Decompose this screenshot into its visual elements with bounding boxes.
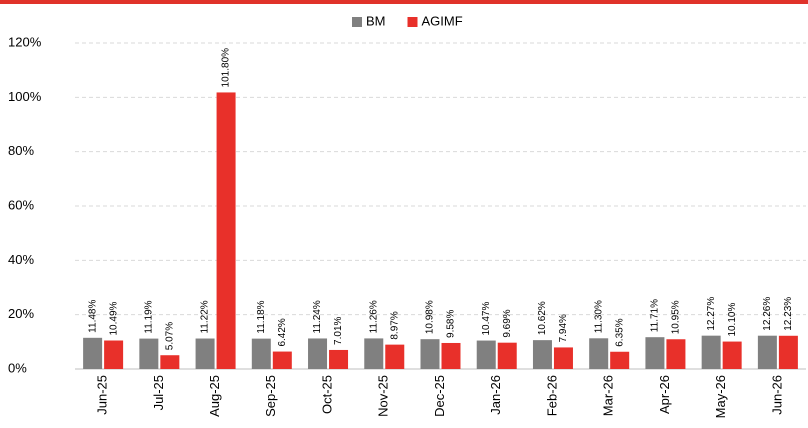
data-label: 11.18% <box>256 300 267 333</box>
data-label: 12.27% <box>706 297 717 331</box>
data-label: 6.42% <box>277 318 288 346</box>
legend-label: AGIMF <box>422 13 463 28</box>
bar <box>83 337 103 369</box>
y-tick-label: 100% <box>8 89 42 104</box>
bar <box>778 335 798 369</box>
top-band <box>0 0 808 4</box>
data-label: 10.98% <box>425 300 436 334</box>
data-label: 11.24% <box>312 300 323 333</box>
data-label: 7.94% <box>558 314 569 342</box>
data-label: 101.80% <box>221 48 232 88</box>
x-tick-label: Dec-25 <box>432 375 447 417</box>
data-label: 9.69% <box>502 309 513 337</box>
x-tick-label: Oct-25 <box>319 375 334 414</box>
y-tick-label: 60% <box>8 197 34 212</box>
bar <box>160 355 180 369</box>
data-label: 5.07% <box>164 322 175 350</box>
data-label: 11.19% <box>143 300 154 333</box>
x-tick-label: Jan-26 <box>488 375 503 415</box>
legend-label: BM <box>366 13 386 28</box>
y-tick-label: 0% <box>8 360 27 375</box>
bar <box>329 349 349 369</box>
bar <box>497 342 517 369</box>
data-label: 10.62% <box>537 301 548 335</box>
bar <box>610 351 630 369</box>
data-label: 11.48% <box>87 300 98 333</box>
bar <box>420 339 440 369</box>
data-label: 10.95% <box>671 300 682 334</box>
bar <box>666 339 686 369</box>
data-label: 11.30% <box>593 300 604 333</box>
bar <box>364 338 384 369</box>
x-tick-label: Jun-26 <box>769 375 784 415</box>
bar <box>722 341 742 369</box>
data-label: 10.10% <box>727 303 738 337</box>
x-tick-label: Mar-26 <box>601 375 616 416</box>
data-label: 8.97% <box>389 311 400 339</box>
data-label: 12.26% <box>762 297 773 331</box>
bar <box>532 340 552 369</box>
y-tick-label: 80% <box>8 143 34 158</box>
data-label: 7.01% <box>333 316 344 344</box>
bar <box>385 344 405 369</box>
y-tick-label: 120% <box>8 34 42 49</box>
data-label: 11.71% <box>650 299 661 332</box>
x-tick-label: Aug-25 <box>207 375 222 417</box>
legend-swatch <box>352 17 362 27</box>
bar <box>476 340 496 369</box>
bar <box>757 335 777 369</box>
bar <box>553 347 573 369</box>
bar <box>139 338 159 369</box>
bar <box>272 351 292 369</box>
x-tick-label: Sep-25 <box>263 375 278 417</box>
bar <box>701 335 721 369</box>
y-tick-label: 40% <box>8 252 34 267</box>
data-label: 6.35% <box>614 318 625 346</box>
x-tick-label: Jun-25 <box>95 375 110 415</box>
x-tick-label: Apr-26 <box>657 375 672 414</box>
x-tick-label: Feb-26 <box>544 375 559 416</box>
bar <box>104 340 124 369</box>
data-label: 10.47% <box>481 302 492 336</box>
bar <box>195 338 215 369</box>
bar <box>441 342 461 369</box>
x-tick-label: Jul-25 <box>151 375 166 410</box>
x-tick-label: Nov-25 <box>376 375 391 417</box>
bar <box>645 337 665 369</box>
x-tick-label: May-26 <box>713 375 728 418</box>
bar <box>589 338 609 369</box>
bar <box>308 338 328 369</box>
legend-swatch <box>407 17 418 27</box>
data-label: 12.23% <box>783 297 794 331</box>
data-label: 11.22% <box>200 300 211 333</box>
data-label: 10.49% <box>108 301 119 335</box>
y-tick-label: 20% <box>8 306 34 321</box>
data-label: 9.58% <box>446 310 457 338</box>
bar <box>216 92 236 370</box>
bar <box>251 338 271 369</box>
data-label: 11.26% <box>368 300 379 333</box>
